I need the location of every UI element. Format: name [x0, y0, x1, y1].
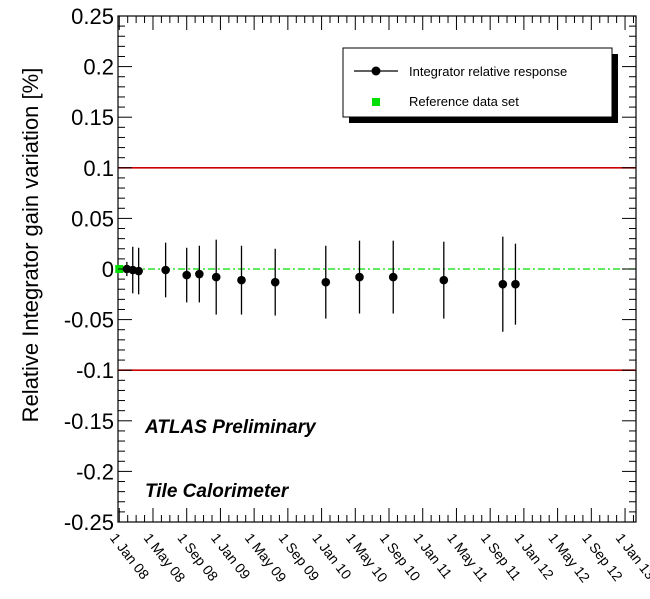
data-point-14 [498, 279, 508, 289]
limit-lines [118, 167, 636, 372]
y-tick-label: -0.05 [64, 308, 114, 333]
data-markers [115, 236, 520, 332]
data-point-11 [355, 272, 364, 282]
data-point-8 [237, 275, 246, 285]
y-tick-label: -0.25 [64, 510, 114, 535]
y-axis-label: Relative Integrator gain variation [%] [18, 68, 43, 423]
atlas-preliminary-label: ATLAS Preliminary [144, 417, 317, 438]
y-tick-label: 0.15 [71, 105, 114, 130]
x-tick-labels: 1 Jan 081 May 081 Sep 081 Jan 091 May 09… [107, 530, 650, 585]
y-tick-label: -0.2 [76, 459, 114, 484]
data-point-13 [439, 275, 449, 285]
data-point-3 [134, 266, 143, 276]
tile-calorimeter-label: Tile Calorimeter [145, 481, 290, 502]
y-tick-label: 0.2 [83, 55, 114, 80]
y-tick-labels: 0.25 0.2 0.15 0.1 0.05 0 -0.05 -0.1 -0.15 -0.2 -0.… [64, 4, 114, 535]
legend-box [342, 47, 613, 118]
y-tick-label: 0.1 [83, 156, 114, 181]
legend-dot-marker [371, 66, 381, 76]
data-point-15 [511, 279, 520, 289]
legend-entry-integrator: Integrator relative response [409, 64, 567, 79]
y-tick-label: 0.25 [71, 4, 114, 29]
y-tick-label: 0.05 [71, 206, 114, 231]
data-point-12 [388, 272, 398, 282]
data-point-7 [211, 272, 221, 282]
data-point-5 [182, 270, 192, 280]
y-tick-label: -0.1 [76, 358, 114, 383]
legend: Integrator relative response Reference d… [342, 47, 618, 123]
y-tick-label: 0 [102, 257, 114, 282]
data-point-10 [321, 277, 331, 287]
data-point-9 [270, 277, 280, 287]
legend-square-marker [372, 98, 380, 106]
data-point-6 [195, 269, 204, 279]
legend-entry-reference: Reference data set [409, 94, 519, 109]
axis-ticks [118, 15, 636, 523]
y-tick-label: -0.15 [64, 409, 114, 434]
data-point-4 [161, 265, 170, 275]
